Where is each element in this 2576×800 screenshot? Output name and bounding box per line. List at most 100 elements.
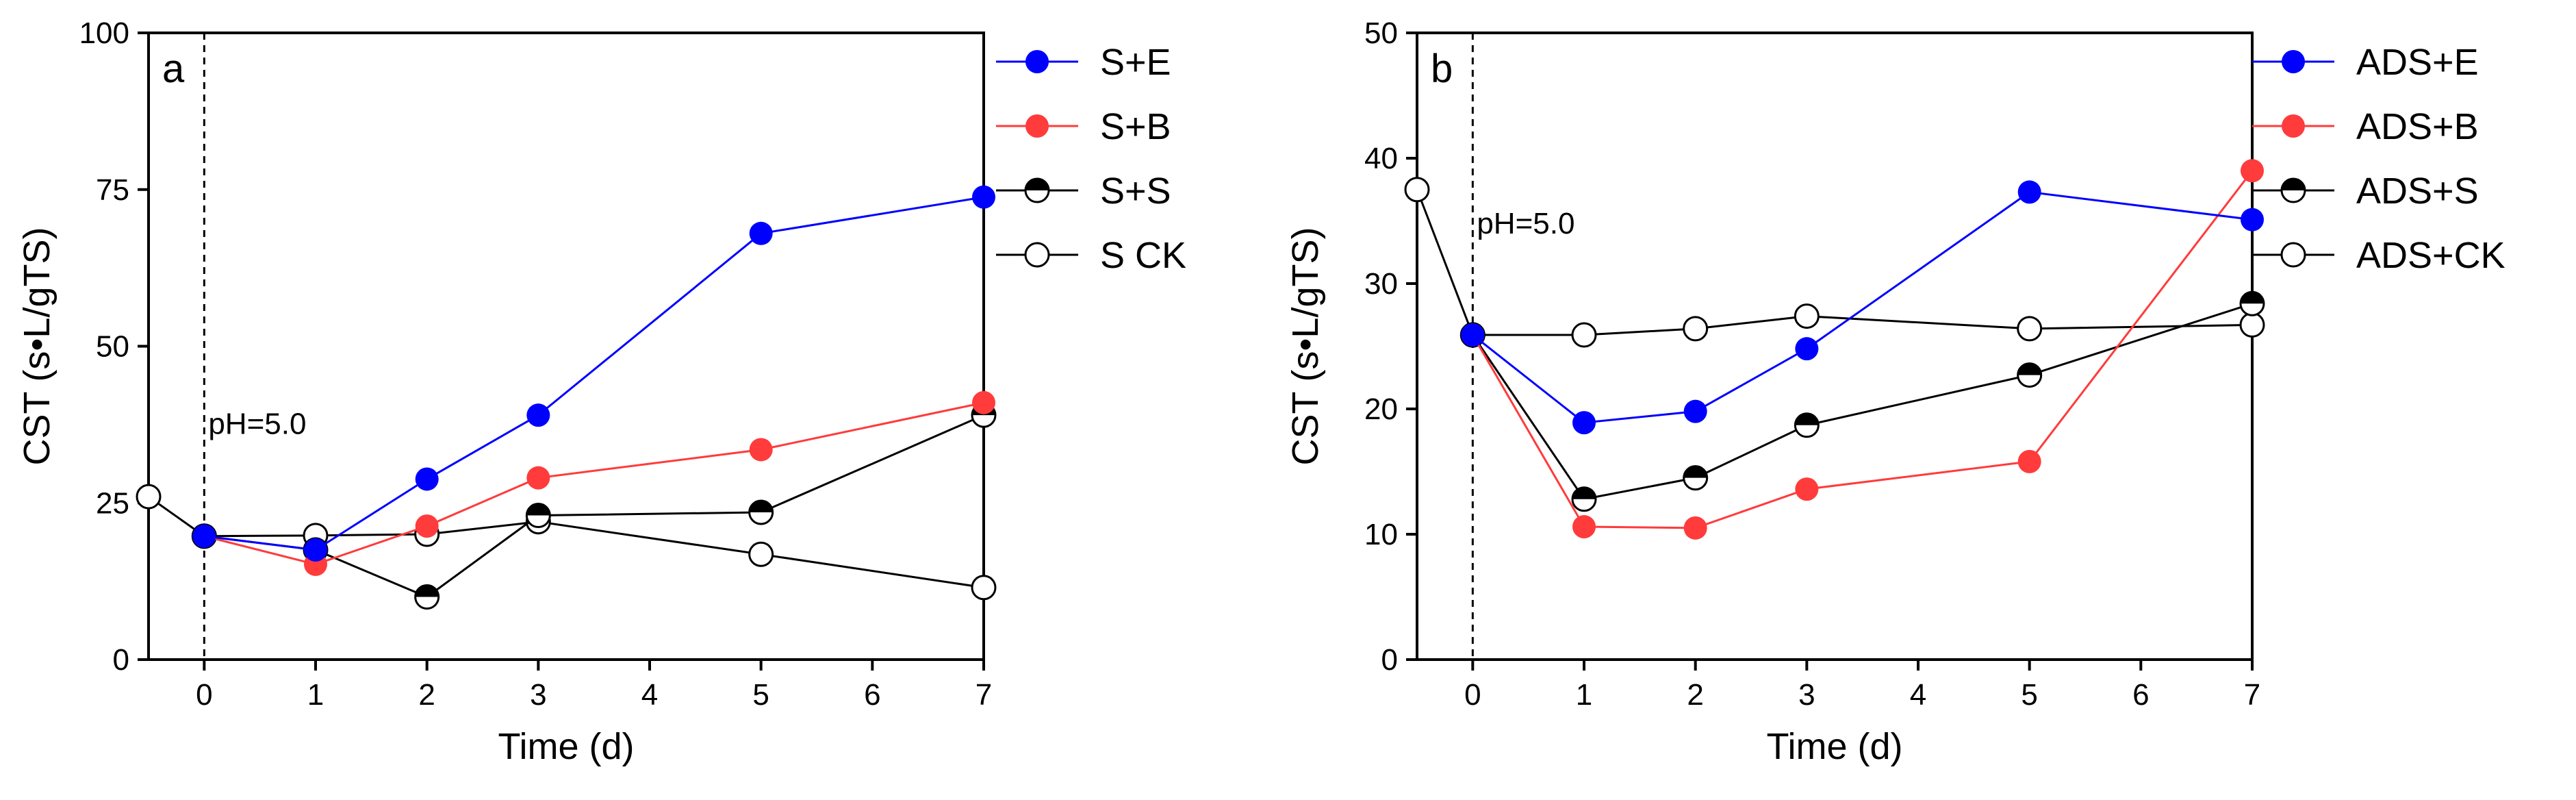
data-point	[972, 390, 995, 414]
legend-label: ADS+E	[2356, 42, 2479, 83]
data-point	[2017, 316, 2043, 342]
x-tick-label: 3	[530, 678, 546, 712]
legend-marker	[2282, 50, 2305, 73]
data-point	[1795, 477, 1819, 501]
legend-label: S+S	[1100, 171, 1171, 212]
chart-panel-b: 0 1 2 3 4 5 6 7 0 10 20 30 40 50 Time (d) CST (s•L/gTS)…	[1285, 16, 2505, 767]
data-point	[2239, 290, 2265, 316]
x-tick-label: 1	[1576, 678, 1592, 712]
x-tick-label: 7	[975, 678, 992, 712]
legend-label: S+B	[1100, 106, 1171, 147]
panel-label: b	[1431, 47, 1453, 91]
x-tick-label: 1	[307, 678, 324, 712]
y-tick-label: 20	[1364, 392, 1398, 426]
data-point	[304, 538, 327, 562]
data-point	[972, 185, 995, 209]
x-axis-title: Time (d)	[498, 726, 635, 767]
series-line	[148, 495, 984, 589]
series-ads-e	[1461, 180, 2264, 435]
data-point	[192, 524, 216, 548]
y-tick-label: 0	[113, 643, 129, 677]
panel-label: a	[162, 47, 185, 91]
legend-item: S+B	[996, 106, 1171, 147]
series-s-s	[191, 402, 997, 610]
y-tick-label: 30	[1364, 267, 1398, 301]
x-tick-label: 3	[1798, 678, 1815, 712]
x-tick-label: 4	[1910, 678, 1926, 712]
legend-marker	[1025, 50, 1049, 73]
legend-label: ADS+B	[2356, 106, 2479, 147]
data-point	[1683, 316, 1709, 342]
data-point	[1571, 322, 1597, 348]
legend-marker	[1024, 177, 1050, 203]
y-tick-label: 0	[1381, 643, 1398, 677]
data-point	[1794, 303, 1820, 329]
series-ads-b	[1461, 159, 2264, 540]
y-tick-label: 50	[1364, 16, 1398, 50]
series-line	[203, 401, 984, 566]
y-tick-label: 40	[1364, 142, 1398, 175]
data-point	[749, 221, 773, 245]
y-tick-label: 100	[79, 16, 129, 50]
series-s-e	[192, 185, 995, 562]
data-point	[415, 514, 439, 538]
data-point	[2017, 449, 2041, 473]
x-tick-label: 7	[2244, 678, 2260, 712]
legend-label: S CK	[1100, 235, 1186, 276]
data-point	[2239, 312, 2265, 338]
legend-item: ADS+CK	[2252, 235, 2505, 276]
legend-item: ADS+S	[2252, 171, 2479, 212]
series-line	[1472, 190, 2253, 424]
legend: S+E S+B S+S S CK	[996, 42, 1186, 276]
legend-marker	[2280, 242, 2306, 268]
legend-marker	[1024, 242, 1050, 268]
legend-marker	[2280, 177, 2306, 203]
data-point	[1572, 515, 1596, 539]
legend-item: S+S	[996, 171, 1171, 212]
x-tick-label: 0	[1464, 678, 1481, 712]
data-point	[749, 438, 773, 462]
x-tick-label: 2	[1687, 678, 1703, 712]
y-tick-label: 75	[96, 173, 129, 207]
x-axis-title: Time (d)	[1767, 726, 1903, 767]
legend-item: S CK	[996, 235, 1186, 276]
data-point	[414, 584, 440, 610]
y-tick-label: 25	[96, 486, 129, 520]
series-line	[1472, 170, 2254, 529]
legend-label: S+E	[1100, 42, 1171, 83]
legend-item: ADS+B	[2252, 106, 2479, 147]
series-ads-ck	[1404, 177, 2265, 348]
data-point	[1795, 337, 1819, 361]
ph-annotation: pH=5.0	[1477, 207, 1574, 240]
series-line	[1472, 302, 2253, 501]
x-tick-label: 4	[641, 678, 658, 712]
data-point	[136, 484, 162, 510]
data-point	[525, 503, 551, 529]
series-line	[204, 196, 984, 551]
data-point	[1683, 465, 1709, 491]
data-point	[2017, 180, 2041, 204]
legend-marker	[1025, 114, 1049, 138]
data-point	[526, 466, 550, 490]
y-tick-label: 50	[96, 330, 129, 364]
data-point	[1404, 177, 1430, 203]
chart-panel-a: 0 1 2 3 4 5 6 7 0 25 50 75 100 Time (d) CST (s•L/gTS) a…	[16, 16, 1186, 767]
data-point	[1572, 411, 1596, 435]
series-s-ck	[136, 484, 997, 601]
x-tick-label: 0	[196, 678, 212, 712]
legend-item: ADS+E	[2252, 42, 2479, 83]
y-axis-title: CST (s•L/gTS)	[1285, 227, 1326, 466]
data-point	[1683, 399, 1707, 423]
y-tick-label: 10	[1364, 518, 1398, 551]
data-point	[526, 403, 550, 427]
data-point	[2241, 159, 2264, 183]
plot-frame	[1416, 32, 2254, 661]
ph-annotation: pH=5.0	[208, 408, 306, 441]
legend: ADS+E ADS+B ADS+S ADS+CK	[2252, 42, 2505, 276]
data-point	[2241, 208, 2264, 232]
data-point	[1683, 516, 1707, 540]
legend-label: ADS+CK	[2356, 235, 2505, 276]
legend-marker	[2282, 114, 2305, 138]
x-tick-label: 6	[2132, 678, 2149, 712]
